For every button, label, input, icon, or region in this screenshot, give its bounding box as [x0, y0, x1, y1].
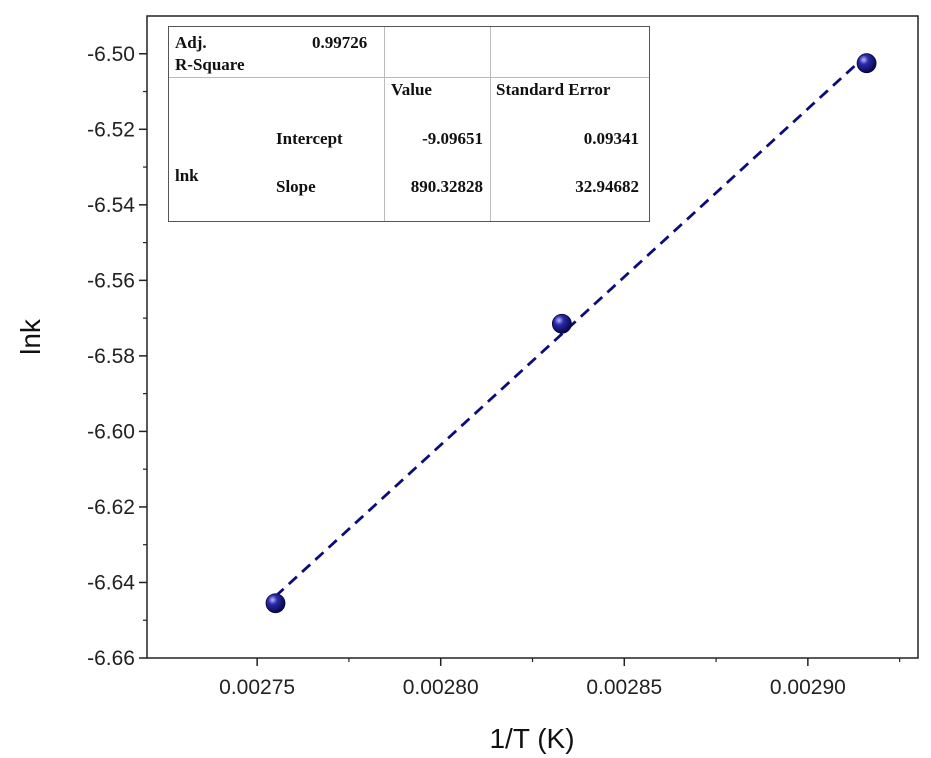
x-tick-label: 0.00275	[219, 676, 295, 699]
y-tick-label: -6.58	[87, 345, 135, 368]
col-header-value: Value	[391, 80, 432, 99]
y-tick-label: -6.56	[87, 269, 135, 292]
adj-r-square-value: 0.99726	[312, 33, 368, 52]
x-axis-title: 1/T (K)	[489, 723, 574, 754]
fit-results-table: Adj. R-Square 0.99726 Value Standard Err…	[168, 26, 650, 222]
data-point	[265, 593, 286, 614]
slope-label: Slope	[276, 177, 316, 196]
y-tick-label: -6.64	[87, 571, 135, 594]
x-tick-label: 0.00285	[586, 676, 662, 699]
adj-r-square-label-2: R-Square	[175, 55, 245, 74]
intercept-std-error: 0.09341	[583, 129, 639, 148]
x-tick-label: 0.00290	[770, 676, 846, 699]
y-tick-label: -6.60	[87, 420, 135, 443]
intercept-label: Intercept	[276, 129, 343, 148]
y-tick-label: -6.50	[87, 43, 135, 66]
slope-value: 890.32828	[410, 177, 483, 196]
data-point	[551, 313, 572, 334]
y-tick-label: -6.54	[87, 194, 135, 217]
adj-r-square-label-1: Adj.	[175, 33, 207, 52]
y-tick-label: -6.52	[87, 118, 135, 141]
slope-std-error: 32.94682	[575, 177, 639, 196]
x-tick-label: 0.00280	[403, 676, 479, 699]
y-axis-title: lnk	[15, 318, 46, 355]
intercept-value: -9.09651	[422, 129, 483, 148]
col-header-std-error: Standard Error	[496, 80, 611, 99]
y-tick-label: -6.66	[87, 647, 135, 670]
data-point	[856, 53, 877, 74]
row-group-label: lnk	[175, 166, 199, 185]
y-tick-label: -6.62	[87, 496, 135, 519]
